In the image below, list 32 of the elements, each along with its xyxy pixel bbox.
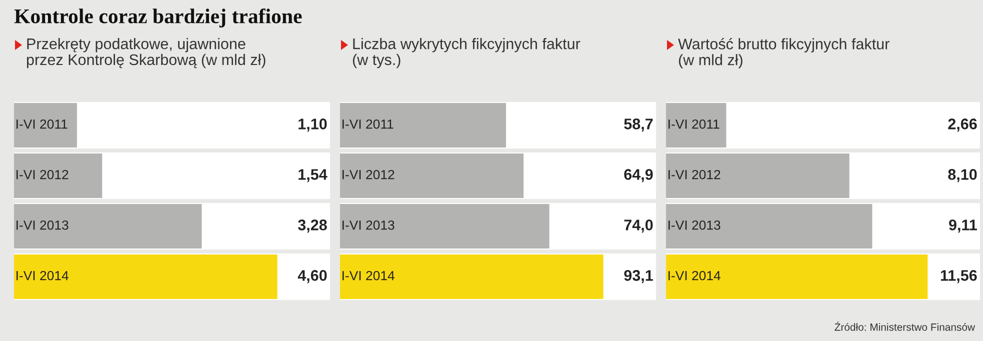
y-tick-label: I-VI 2014	[668, 270, 720, 280]
data-label: 74,0	[624, 220, 653, 233]
y-tick-label: I-VI 2013	[668, 220, 720, 230]
data-label: 11,56	[940, 270, 977, 284]
text: Źródło: Ministerstwo Finansów	[834, 322, 976, 331]
y-tick-label: I-VI 2013	[16, 220, 68, 230]
chart-subtitle: Liczba wykrytych fikcyjnych faktur (w tys.)	[352, 38, 580, 68]
y-tick-label: I-VI 2012	[16, 170, 68, 180]
chart-subtitle: Wartość brutto fikcyjnych faktur (w mld zł)	[678, 38, 890, 68]
y-tick-label: I-VI 2014	[16, 270, 68, 280]
chart-title: Kontrole coraz bardziej trafione	[14, 8, 302, 28]
data-label: 58,7	[624, 118, 653, 132]
y-tick-label: I-VI 2012	[342, 170, 394, 180]
data-label: 2,66	[948, 118, 977, 132]
chart-subtitle: Przekręty podatkowe, ujawnione przez Kontrolę Skarbową (w mld zł)	[26, 38, 266, 68]
data-label: 1,10	[298, 118, 327, 132]
data-label: 93,1	[624, 270, 653, 284]
y-tick-label: I-VI 2013	[342, 220, 394, 230]
bar	[14, 154, 102, 198]
data-label: 1,54	[298, 169, 328, 182]
data-label: 64,9	[624, 169, 653, 182]
y-tick-label: I-VI 2011	[668, 119, 720, 129]
data-label: 9,11	[949, 220, 977, 233]
bar	[14, 103, 77, 148]
data-label: 4,60	[298, 270, 327, 284]
bar	[666, 103, 726, 148]
data-label: 8,10	[948, 169, 977, 182]
data-label: 3,28	[298, 220, 327, 233]
y-tick-label: I-VI 2011	[16, 119, 68, 129]
y-tick-label: I-VI 2012	[668, 170, 720, 180]
y-tick-label: I-VI 2014	[342, 270, 394, 280]
y-tick-label: I-VI 2011	[342, 119, 394, 129]
